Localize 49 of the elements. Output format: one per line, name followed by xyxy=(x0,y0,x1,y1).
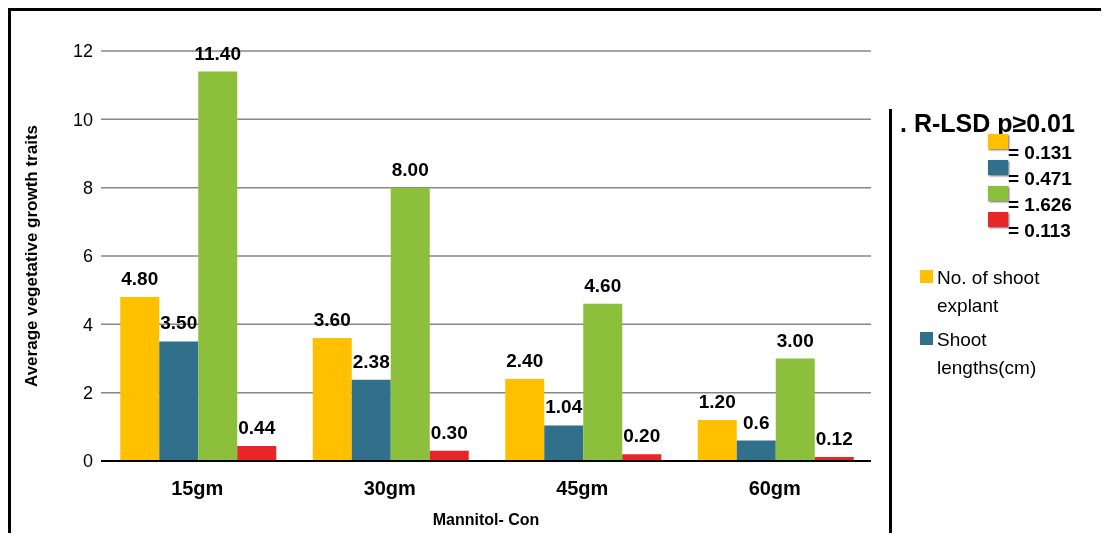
data-label: 0.12 xyxy=(815,427,853,449)
data-label: 1.04 xyxy=(545,396,583,418)
bar xyxy=(120,297,160,461)
bar xyxy=(237,445,277,461)
data-label: 4.80 xyxy=(121,268,159,289)
bar xyxy=(697,420,737,461)
text: = 0.131 xyxy=(1008,142,1072,164)
data-label: 3.50 xyxy=(160,312,198,334)
bar xyxy=(583,303,623,461)
bar xyxy=(198,71,238,461)
bar xyxy=(544,425,584,461)
data-label: 0.20 xyxy=(623,425,661,447)
x-tick-label: 45gm xyxy=(556,477,609,500)
data-label: 11.40 xyxy=(194,42,241,64)
legend-label: No. of shoot explant xyxy=(937,266,1041,318)
bar xyxy=(505,379,545,461)
text: = 1.626 xyxy=(1008,194,1072,216)
x-tick-label: 60gm xyxy=(748,477,801,500)
x-tick-label: 30gm xyxy=(363,477,416,500)
x-tick-label: 15gm xyxy=(171,477,224,500)
data-label: 3.60 xyxy=(313,309,351,330)
bar xyxy=(159,341,199,461)
data-label: 2.40 xyxy=(506,350,544,371)
y-tick-label: 6 xyxy=(82,246,93,267)
y-tick-label: 12 xyxy=(72,41,93,62)
bar xyxy=(351,379,391,461)
y-tick-label: 2 xyxy=(82,383,93,404)
y-tick-label: 10 xyxy=(72,109,93,130)
data-label: 0.6 xyxy=(743,411,770,433)
legend-label: Shoot lengths(cm) xyxy=(937,328,1038,380)
data-label: 3.00 xyxy=(776,329,814,351)
x-axis-title: Mannitol- Con xyxy=(432,511,540,528)
text: . R-LSD p≥0.01 xyxy=(900,109,1076,138)
y-tick-label: 0 xyxy=(82,451,93,472)
text: = 0.471 xyxy=(1008,168,1072,190)
bar xyxy=(736,440,776,461)
bar xyxy=(390,187,430,461)
data-label: 2.38 xyxy=(352,350,390,372)
data-label: 4.60 xyxy=(584,274,622,296)
data-label: 0.44 xyxy=(238,416,276,438)
text: = 0.113 xyxy=(1008,220,1071,242)
data-label: 1.20 xyxy=(698,391,736,412)
y-tick-label: 4 xyxy=(82,314,93,335)
data-label: 0.30 xyxy=(430,421,468,443)
y-axis-title: Average vegetative growth traits xyxy=(22,124,42,388)
bar xyxy=(775,358,815,461)
y-tick-label: 8 xyxy=(82,178,93,199)
data-label: 8.00 xyxy=(391,158,429,180)
bar xyxy=(312,338,352,461)
